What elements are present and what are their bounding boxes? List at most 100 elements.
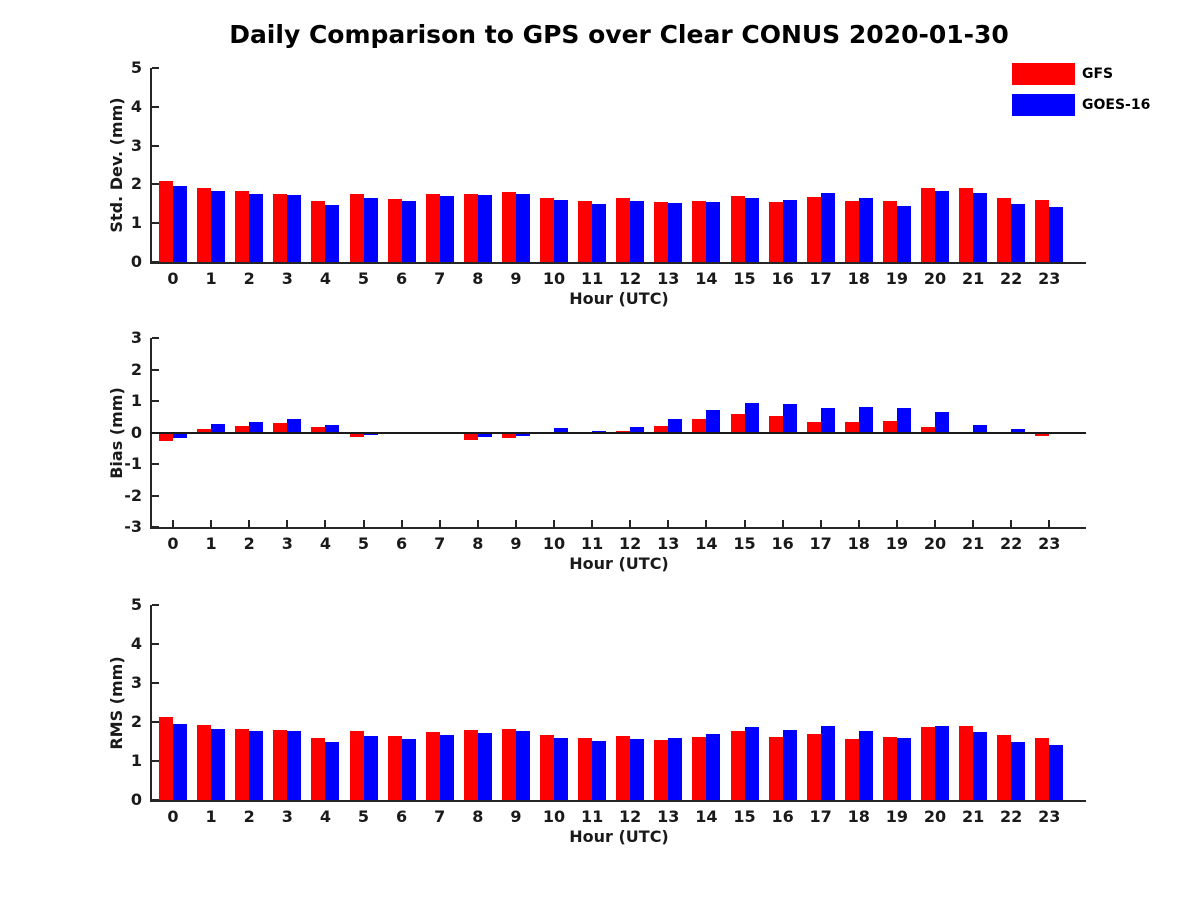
bar-gfs-h4 [311, 737, 326, 800]
y-tick-label: 2 [130, 174, 142, 194]
bar-goes-16-h18 [858, 197, 873, 262]
bar-goes-16-h19 [896, 205, 911, 262]
bar-gfs-h15 [730, 196, 745, 262]
bar-goes-16-h5 [363, 736, 378, 800]
hour-label: 8 [472, 269, 484, 288]
x-tick [934, 520, 936, 527]
bar-gfs-h15 [730, 730, 745, 800]
x-tick [1048, 520, 1051, 527]
x-tick [743, 520, 746, 527]
y-tick [152, 368, 159, 371]
bar-goes-16-h9 [515, 730, 530, 800]
y-tick-label: 0 [130, 252, 142, 271]
hour-label: 16 [771, 534, 794, 553]
bar-gfs-h23 [1035, 200, 1050, 262]
bar-goes-16-h17 [820, 193, 835, 262]
bar-goes-16-h6 [401, 738, 416, 800]
bar-goes-16-h20 [935, 725, 949, 800]
y-axis-line [150, 68, 152, 264]
x-axis-title: Hour (UTC) [569, 289, 669, 308]
bar-gfs-h11 [578, 200, 593, 262]
bar-gfs-h2 [235, 729, 250, 800]
hour-label: 5 [357, 807, 370, 826]
y-tick-label: 1 [130, 751, 142, 770]
bar-gfs-h12 [616, 735, 631, 800]
hour-label: 4 [319, 534, 331, 553]
legend-label-gfs: GFS [1082, 66, 1114, 82]
hour-label: 2 [243, 534, 255, 553]
hour-label: 10 [542, 534, 566, 553]
hour-label: 16 [771, 269, 794, 288]
hour-label: 6 [396, 807, 408, 826]
hour-label: 5 [357, 269, 370, 288]
x-tick [324, 520, 327, 527]
hour-label: 9 [510, 269, 522, 288]
bar-goes-16-h1 [211, 423, 226, 433]
bar-goes-16-h11 [592, 741, 607, 800]
x-axis-line [150, 800, 1086, 802]
bar-goes-16-h17 [820, 725, 835, 800]
hour-label: 3 [281, 269, 293, 288]
hour-label: 1 [205, 269, 217, 288]
x-axis-line [150, 262, 1086, 264]
bar-gfs-h17 [806, 422, 821, 433]
bar-gfs-h0 [159, 717, 173, 800]
y-tick-label: 5 [130, 58, 142, 77]
bar-goes-16-h10 [554, 428, 568, 433]
hour-label: 18 [847, 534, 870, 553]
bar-gfs-h10 [540, 197, 554, 262]
y-tick-label: 2 [130, 712, 142, 731]
bar-goes-16-h17 [820, 407, 835, 433]
bar-goes-16-h14 [706, 201, 721, 262]
hour-label: 14 [695, 269, 718, 288]
bar-goes-16-h4 [325, 204, 340, 262]
hour-label: 20 [923, 534, 947, 553]
bar-gfs-h21 [959, 187, 974, 262]
bar-gfs-h1 [197, 187, 212, 262]
bar-goes-16-h4 [325, 425, 340, 433]
hour-label: 17 [809, 534, 832, 553]
bar-goes-16-h9 [515, 432, 530, 436]
bar-goes-16-h19 [896, 408, 911, 433]
bar-gfs-h4 [311, 200, 326, 262]
hour-label: 0 [167, 807, 179, 826]
bar-goes-16-h14 [706, 734, 721, 800]
bar-goes-16-h14 [706, 409, 721, 433]
y-tick-label: 4 [130, 96, 142, 116]
y-axis-title: RMS (mm) [107, 655, 126, 750]
bar-gfs-h20 [921, 188, 935, 262]
y-tick [152, 682, 159, 684]
x-tick [972, 520, 975, 527]
bar-goes-16-h13 [668, 202, 683, 262]
y-axis-line [150, 338, 152, 529]
bar-gfs-h4 [311, 426, 326, 433]
x-tick [400, 520, 403, 527]
hour-label: 9 [510, 807, 522, 826]
bar-gfs-h9 [501, 729, 516, 800]
bar-goes-16-h6 [401, 201, 416, 262]
bar-goes-16-h23 [1049, 744, 1064, 800]
bar-goes-16-h10 [554, 737, 568, 800]
hour-label: 1 [205, 807, 217, 826]
hour-label: 21 [961, 269, 985, 288]
bar-gfs-h22 [997, 735, 1012, 800]
y-tick-label: 2 [130, 359, 142, 379]
hour-label: 2 [243, 269, 255, 288]
bar-goes-16-h0 [173, 432, 187, 438]
hour-label: 9 [510, 534, 522, 553]
hour-label: 17 [809, 269, 832, 288]
bar-gfs-h10 [540, 735, 554, 800]
hour-label: 16 [771, 807, 794, 826]
hour-label: 22 [1000, 534, 1023, 553]
hour-label: 5 [357, 534, 370, 553]
hour-label: 19 [885, 807, 909, 826]
y-tick-label: 3 [130, 328, 142, 347]
hour-label: 22 [1000, 807, 1023, 826]
hour-label: 20 [923, 807, 947, 826]
bar-goes-16-h15 [744, 197, 759, 262]
bar-gfs-h13 [654, 201, 669, 262]
bar-goes-16-h15 [744, 403, 759, 433]
bar-goes-16-h10 [554, 199, 568, 262]
bar-gfs-h5 [349, 730, 364, 800]
bar-goes-16-h4 [325, 741, 340, 800]
